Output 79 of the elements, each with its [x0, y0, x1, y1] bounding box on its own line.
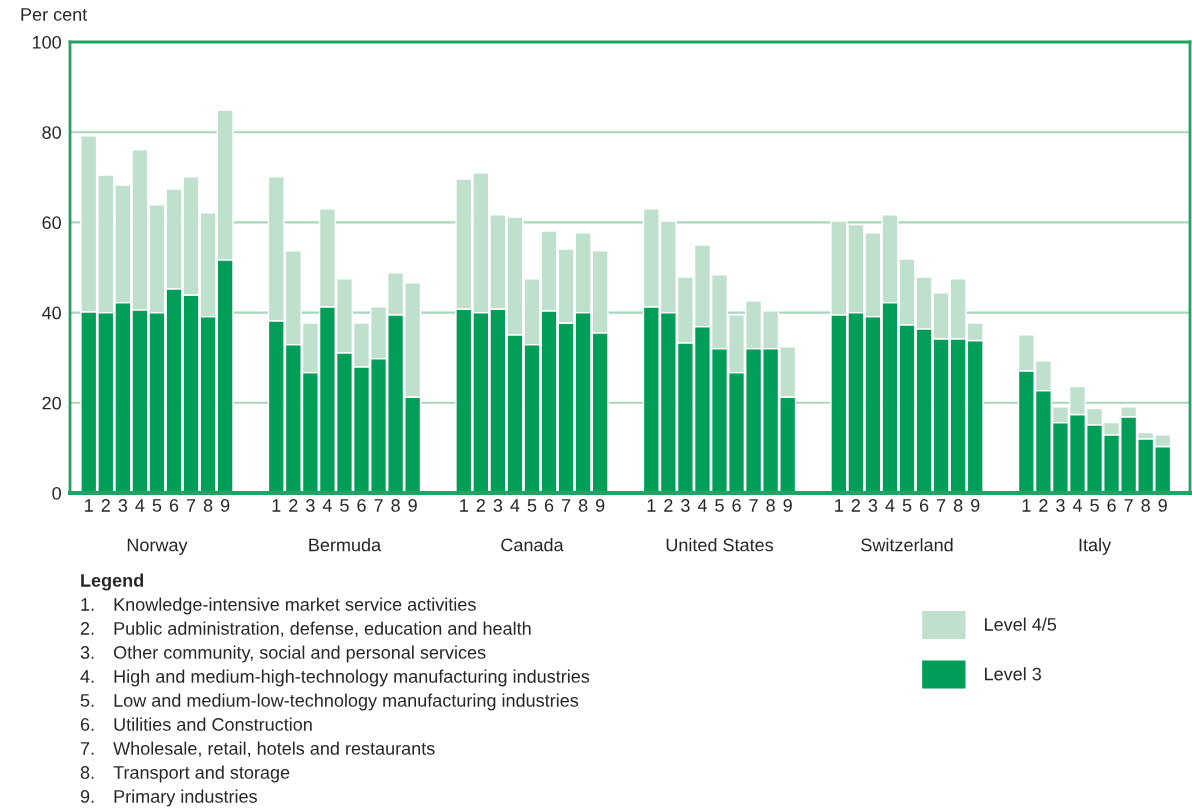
x-tick-label: 2 — [1039, 499, 1048, 512]
x-tick-label: 4 — [135, 499, 145, 512]
x-tick-label: 5 — [527, 499, 537, 512]
x-tick-label: 6 — [919, 499, 929, 512]
x-tick-label: 2 — [289, 499, 298, 512]
x-tick-label: 1 — [1022, 499, 1031, 512]
text: Italy — [1079, 538, 1112, 555]
x-tick-label: 8 — [766, 499, 775, 512]
x-tick-label: 2 — [664, 499, 673, 512]
x-tick-label: 4 — [697, 499, 707, 512]
x-tick-label: 2 — [101, 499, 110, 512]
x-tick-label: 2 — [851, 499, 860, 512]
x-tick-label: 5 — [340, 499, 349, 512]
text: 8. Transport and storage — [80, 765, 290, 783]
x-tick-label: 9 — [783, 499, 792, 512]
text: United States — [666, 538, 774, 552]
x-tick-label: 4 — [510, 499, 520, 512]
x-tick-label: 7 — [749, 499, 758, 512]
y-tick-label: 40 — [42, 306, 61, 320]
y-tick-label: 0 — [52, 486, 61, 500]
x-tick-label: 6 — [169, 499, 179, 512]
x-tick-label: 1 — [835, 499, 843, 512]
x-tick-label: 1 — [460, 499, 468, 512]
text: 2. Public administration, defense, education and health — [80, 621, 531, 637]
x-tick-label: 5 — [715, 499, 724, 512]
text: 5. Low and medium-low-technology manufacturing industries — [80, 693, 579, 711]
text: Norway — [127, 538, 188, 555]
x-tick-label: 8 — [953, 499, 963, 512]
x-tick-label: 1 — [647, 499, 656, 512]
x-tick-label: 3 — [118, 499, 128, 512]
x-tick-label: 3 — [306, 499, 315, 512]
x-tick-label: 9 — [408, 499, 417, 512]
x-tick-label: 7 — [937, 499, 946, 512]
y-tick-label: 80 — [42, 126, 61, 139]
x-tick-label: 4 — [322, 499, 332, 512]
x-tick-label: 5 — [1090, 499, 1099, 512]
x-tick-label: 1 — [85, 499, 93, 512]
x-tick-label: 1 — [272, 499, 281, 512]
text: 9. Primary industries — [80, 789, 257, 807]
legend-label: Level 3 — [985, 667, 1041, 681]
x-tick-label: 8 — [1141, 499, 1150, 512]
x-tick-label: 5 — [902, 499, 912, 512]
x-tick-label: 7 — [186, 499, 196, 512]
x-tick-label: 6 — [357, 499, 366, 512]
x-tick-label: 6 — [544, 499, 554, 512]
x-tick-label: 9 — [595, 499, 605, 512]
x-tick-label: 4 — [885, 499, 895, 512]
x-tick-label: 5 — [152, 499, 162, 512]
text: Bermuda — [309, 538, 382, 552]
x-tick-label: 3 — [1056, 499, 1065, 512]
text: Canada — [501, 538, 564, 552]
x-tick-label: 9 — [220, 499, 230, 512]
x-tick-label: 6 — [732, 499, 741, 512]
x-tick-label: 8 — [391, 499, 400, 512]
text: 6. Utilities and Construction — [80, 717, 312, 731]
x-tick-label: 9 — [1158, 499, 1167, 512]
legend-label: Level 4/5 — [985, 617, 1057, 631]
x-tick-label: 6 — [1107, 499, 1116, 512]
x-tick-label: 8 — [578, 499, 588, 512]
text: 7. Wholesale, retail, hotels and restaurants — [80, 741, 435, 757]
x-tick-label: 7 — [374, 499, 383, 512]
x-tick-label: 7 — [561, 499, 571, 512]
x-tick-label: 3 — [681, 499, 690, 512]
y-tick-label: 20 — [42, 396, 61, 410]
x-tick-label: 4 — [1072, 499, 1082, 512]
text: 3. Other community, social and personal services — [80, 645, 486, 663]
x-tick-label: 8 — [203, 499, 213, 512]
text: 4. High and medium-high-technology manufacturing industries — [80, 669, 590, 687]
x-tick-label: 3 — [493, 499, 503, 512]
x-tick-label: 2 — [476, 499, 485, 512]
x-tick-label: 9 — [971, 499, 980, 512]
x-tick-label: 3 — [868, 499, 878, 512]
text: 1. Knowledge-intensive market service activities — [81, 597, 476, 615]
x-tick-label: 7 — [1124, 499, 1133, 512]
text: Switzerland — [861, 538, 953, 552]
text: Legend — [81, 573, 144, 591]
y-tick-label: 60 — [42, 216, 61, 230]
y-tick-label: 100 — [32, 35, 61, 49]
y-axis-title: Per cent — [21, 8, 88, 21]
